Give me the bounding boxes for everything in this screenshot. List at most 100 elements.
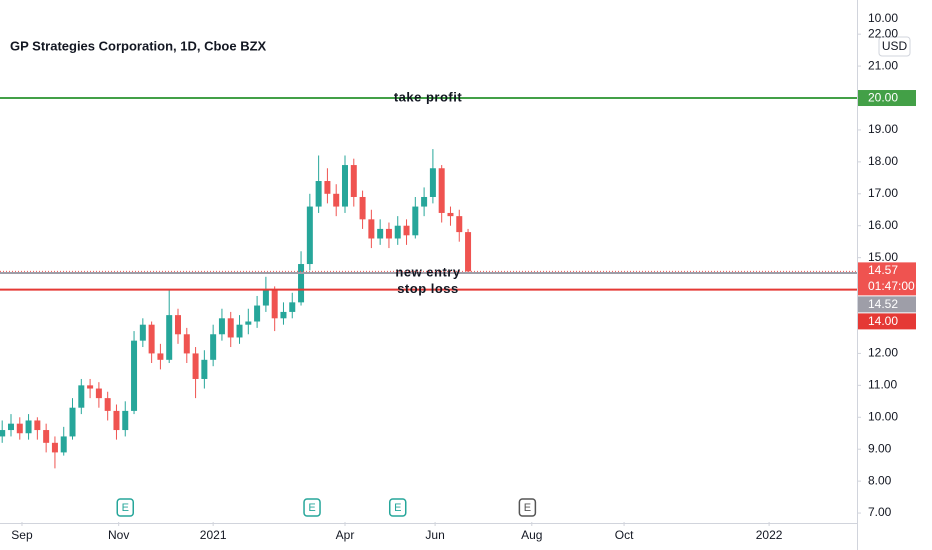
x-tick-label: 2021 [200, 528, 227, 542]
y-tick-label: 12.00 [868, 346, 898, 360]
candle-body [148, 324, 155, 354]
price-label: 20.00 [868, 91, 898, 105]
y-tick-label: 7.00 [868, 505, 892, 519]
candle-body [385, 228, 392, 239]
axis-top-label: 10.00 [868, 11, 898, 25]
candle-body [306, 206, 313, 265]
candle-body [69, 407, 76, 437]
earnings-label: E [524, 502, 531, 514]
candle-body [403, 225, 410, 236]
candle-body [166, 315, 173, 360]
candle-body [192, 353, 199, 379]
candle-body [87, 385, 94, 389]
candle-body [210, 334, 217, 360]
earnings-marker [518, 498, 537, 517]
candle-body [412, 206, 419, 236]
y-tick-label: 10.00 [868, 409, 898, 423]
earnings-marker [116, 498, 135, 517]
candle-body [122, 410, 129, 431]
y-tick-label: 11.00 [868, 378, 897, 392]
y-tick-label: 9.00 [868, 441, 892, 455]
candle-body [447, 212, 454, 217]
candle-body [183, 334, 190, 354]
candle-body [25, 420, 32, 434]
x-tick-label: Aug [521, 528, 542, 542]
x-tick-label: 2022 [756, 528, 783, 542]
candle-body [324, 181, 331, 194]
candle-body [139, 324, 146, 341]
earnings-label: E [308, 502, 315, 514]
y-tick-label: 19.00 [868, 122, 898, 136]
candle-body [350, 165, 357, 197]
chart-title: GP Strategies Corporation, 1D, Cboe BZX [10, 38, 267, 53]
candle-body [333, 193, 340, 207]
y-tick-label: 8.00 [868, 473, 892, 487]
countdown: 01:47:00 [868, 279, 915, 293]
candle-body [254, 305, 261, 322]
candle-body [429, 168, 436, 197]
candle-body [298, 264, 305, 303]
candle-body [227, 318, 234, 338]
x-tick-label: Nov [108, 528, 129, 542]
candle-body [315, 181, 322, 207]
x-tick-label: Apr [336, 528, 355, 542]
x-tick-label: Jun [425, 528, 444, 542]
price-line-name: stop loss [397, 281, 459, 296]
price-label-box [858, 90, 916, 107]
earnings-marker [388, 498, 407, 517]
currency-box[interactable] [878, 36, 911, 57]
candle-body [201, 359, 208, 379]
candle-body [289, 302, 296, 312]
candle-body [394, 225, 401, 239]
y-tick-label: 18.00 [868, 154, 898, 168]
candle-body [438, 168, 445, 213]
candle-body [377, 228, 384, 239]
price-label-box [858, 262, 916, 296]
candle-body [34, 420, 41, 431]
candle-body [16, 423, 23, 434]
x-tick-label: Sep [11, 528, 33, 542]
price-label: 14.00 [868, 314, 898, 328]
candle-body [157, 353, 164, 360]
candle-body [341, 165, 348, 207]
y-tick-label: 17.00 [868, 186, 898, 200]
earnings-marker [303, 498, 321, 517]
candle-body [51, 442, 58, 453]
y-tick-label: 16.00 [868, 218, 898, 232]
y-tick-label: 21.00 [868, 58, 898, 72]
currency[interactable]: USD [882, 39, 908, 53]
candle-body [280, 311, 287, 319]
y-tick-label: 22.00 [868, 26, 898, 40]
candle-body [95, 388, 102, 399]
candle-body [271, 289, 278, 319]
price-line-name: take profit [394, 89, 463, 104]
candle-body [465, 232, 472, 272]
candle-body [236, 324, 243, 338]
price-label: 14.52 [868, 297, 898, 311]
price-label-box [858, 313, 916, 330]
candle-body [245, 321, 252, 325]
earnings-label: E [394, 502, 401, 514]
y-tick-label: 15.00 [868, 250, 898, 264]
candle-body [262, 289, 269, 306]
price-label: 14.57 [868, 263, 898, 277]
candle-body [368, 219, 375, 239]
price-line-name: new entry [395, 264, 460, 279]
candle-body [60, 436, 67, 453]
candle-body [104, 398, 111, 411]
candle-body [456, 216, 463, 233]
candle-body [131, 340, 138, 411]
price-label-box [858, 296, 916, 313]
candle-body [218, 318, 225, 335]
candle-body [0, 430, 6, 437]
candle-body [7, 423, 14, 431]
candle-body [174, 315, 181, 335]
candle-body [421, 196, 428, 207]
earnings-label: E [122, 502, 129, 514]
candle-body [359, 196, 366, 220]
x-tick-label: Oct [615, 528, 634, 542]
candle-body [43, 430, 50, 443]
candle-body [78, 385, 85, 408]
